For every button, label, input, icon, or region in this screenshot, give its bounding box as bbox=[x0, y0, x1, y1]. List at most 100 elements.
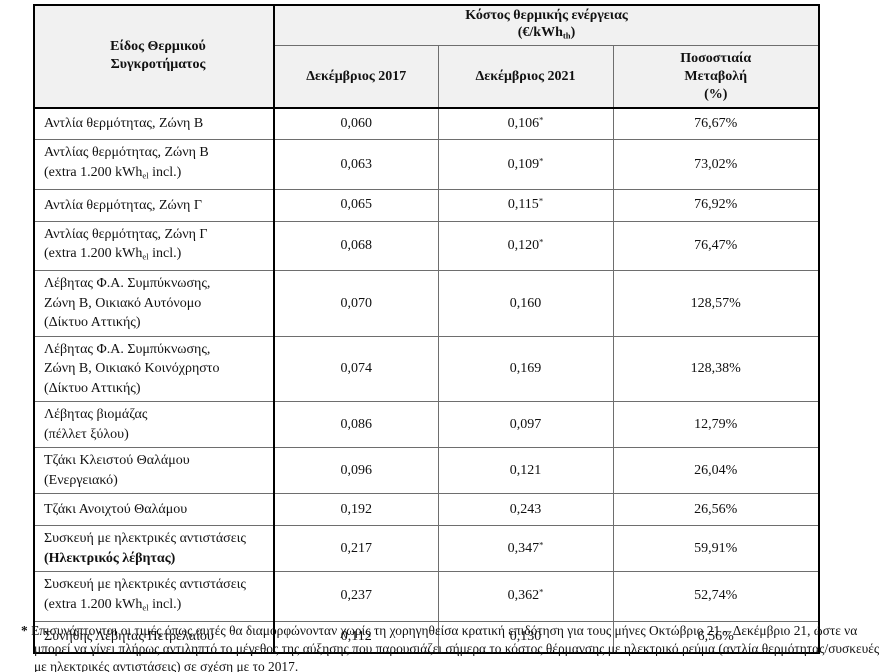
value-text: 0,347 bbox=[507, 540, 540, 556]
value-text: 59,91% bbox=[694, 540, 738, 556]
asterisk-superscript: * bbox=[539, 539, 544, 550]
cell-cost-2021: 0,347* bbox=[437, 525, 614, 573]
cell-type-label: Τζάκι Κλειστού Θαλάμου (Ενεργειακό) bbox=[33, 447, 275, 495]
header-row-group: Είδος Θερμικού Συγκροτήματος Κόστος θερμ… bbox=[33, 4, 820, 109]
label-line: (extra 1.200 kWhel incl.) bbox=[44, 595, 269, 618]
column-header-dec2021: Δεκέμβριος 2021 bbox=[437, 45, 614, 109]
label-text: (extra 1.200 kWh bbox=[44, 596, 143, 612]
cell-cost-2017: 0,086 bbox=[273, 401, 439, 449]
cell-cost-2021: 0,169 bbox=[437, 335, 614, 403]
subscript-text: el bbox=[142, 251, 149, 262]
cell-change-percent: 12,79% bbox=[612, 401, 820, 449]
cell-cost-2021: 0,106* bbox=[437, 107, 614, 141]
label-line: Συσκευή με ηλεκτρικές αντιστάσεις bbox=[44, 575, 269, 595]
value-text: 0,169 bbox=[509, 361, 542, 377]
asterisk-superscript: * bbox=[539, 155, 544, 166]
label-line: (πέλλετ ξύλου) bbox=[44, 425, 269, 445]
label-text: (Δίκτυο Αττικής) bbox=[44, 380, 141, 396]
cell-cost-2017: 0,096 bbox=[273, 447, 439, 495]
asterisk-superscript: * bbox=[538, 196, 544, 207]
cell-change-percent: 6,56% bbox=[612, 620, 820, 654]
cell-type-label: Λέβητας Φ.Α. Συμπύκνωσης, Ζώνη Β, Οικιακό… bbox=[33, 335, 275, 403]
label-line: Τζάκι Ανοιχτού Θαλάμου bbox=[44, 500, 269, 520]
cell-type-label: Λέβητας Φ.Α. Συμπύκνωσης, Ζώνη Β, Οικιακό… bbox=[33, 270, 275, 337]
cell-cost-2021: 0,120* bbox=[437, 220, 614, 272]
cell-cost-2017: 0,237 bbox=[273, 571, 439, 622]
cell-change-percent: 76,92% bbox=[612, 188, 820, 222]
value-text: 73,02% bbox=[694, 156, 738, 172]
cell-cost-2021: 0,097 bbox=[437, 401, 614, 449]
label-line: Ζώνη Β, Οικιακό Αυτόνομο bbox=[44, 294, 269, 314]
value-text: 0,074 bbox=[340, 361, 373, 377]
cell-cost-2017: 0,217 bbox=[273, 525, 439, 573]
value-text: 0,106 bbox=[507, 116, 540, 132]
label-line: (Ενεργειακό) bbox=[44, 471, 269, 491]
value-text: 0,063 bbox=[340, 156, 373, 172]
cell-change-percent: 26,56% bbox=[612, 493, 820, 527]
cell-cost-2017: 0,070 bbox=[273, 270, 439, 337]
label-line: Συσκευή με ηλεκτρικές αντιστάσεις bbox=[44, 529, 269, 549]
table-row: Συνήθης Λέβητας Πετρελαίου 0,112 0,130 6,56… bbox=[33, 620, 820, 654]
cell-type-label: Αντλία θερμότητας, Ζώνη Β bbox=[33, 107, 275, 141]
asterisk-superscript: * bbox=[539, 587, 544, 598]
thermal-energy-cost-table: Είδος Θερμικού Συγκροτήματος Κόστος θερμ… bbox=[33, 4, 820, 655]
label-text: Αντλία θερμότητας, Ζώνη Γ bbox=[44, 197, 202, 213]
label-line: (Ηλεκτρικός λέβητας) bbox=[44, 549, 269, 569]
cell-type-label: Αντλία θερμότητας, Ζώνη Γ bbox=[33, 188, 275, 222]
label-line: (extra 1.200 kWhel incl.) bbox=[44, 163, 269, 186]
label-line: (Δίκτυο Αττικής) bbox=[44, 379, 269, 399]
label-text: Ζώνη Β, Οικιακό Κοινόχρηστο bbox=[44, 361, 220, 377]
cell-cost-2021: 0,121 bbox=[437, 447, 614, 495]
table-row: Αντλίας θερμότητας, Ζώνη Γ (extra 1.200 k… bbox=[33, 220, 820, 272]
cell-change-percent: 59,91% bbox=[612, 525, 820, 573]
footnote: * Επισυνάπτονται οι τιμές όπως αυτές θα … bbox=[21, 622, 880, 672]
label-text: Συνήθης Λέβητας Πετρελαίου bbox=[44, 629, 214, 645]
cell-change-percent: 73,02% bbox=[612, 139, 820, 190]
column-header-dec2017: Δεκέμβριος 2017 bbox=[273, 45, 439, 109]
value-text: 76,47% bbox=[694, 238, 738, 254]
label-text: Λέβητας Φ.Α. Συμπύκνωσης, bbox=[44, 276, 211, 292]
label-line: Αντλία θερμότητας, Ζώνη Γ bbox=[44, 196, 269, 216]
label-text: incl.) bbox=[148, 596, 182, 612]
subscript-text: th bbox=[562, 30, 571, 41]
value-text: 26,04% bbox=[694, 462, 738, 478]
label-text: incl.) bbox=[148, 246, 182, 262]
table-row: Λέβητας Φ.Α. Συμπύκνωσης, Ζώνη Β, Οικιακό… bbox=[33, 335, 820, 403]
footnote-text: Επισυνάπτονται οι τιμές όπως αυτές θα δι… bbox=[31, 623, 880, 672]
label-text: Λέβητας βιομάζας bbox=[44, 407, 148, 423]
value-text: 0,070 bbox=[340, 295, 373, 311]
value-text: 0,060 bbox=[340, 116, 373, 132]
cell-cost-2021: 0,243 bbox=[437, 493, 614, 527]
header-row-columns: Δεκέμβριος 2017 Δεκέμβριος 2021 Ποσοστια… bbox=[34, 45, 820, 109]
label-text: Αντλία θερμότητας, Ζώνη Β bbox=[44, 116, 204, 132]
cell-cost-2017: 0,063 bbox=[273, 139, 439, 190]
value-text: 0,109 bbox=[507, 156, 540, 172]
label-text: Τζάκι Ανοιχτού Θαλάμου bbox=[44, 502, 188, 518]
label-line: (extra 1.200 kWhel incl.) bbox=[44, 244, 269, 267]
label-text: Ζώνη Β, Οικιακό Αυτόνομο bbox=[44, 295, 202, 311]
cell-type-label: Λέβητας βιομάζας (πέλλετ ξύλου) bbox=[33, 401, 275, 449]
cell-change-percent: 128,57% bbox=[612, 270, 820, 337]
label-line: Αντλίας θερμότητας, Ζώνη Γ bbox=[44, 225, 269, 245]
value-text: 26,56% bbox=[694, 501, 738, 517]
cell-change-percent: 128,38% bbox=[612, 335, 820, 403]
cell-cost-2021: 0,115* bbox=[437, 188, 614, 222]
label-line: Ζώνη Β, Οικιακό Κοινόχρηστο bbox=[44, 359, 269, 379]
table-body: Αντλία θερμότητας, Ζώνη Β 0,060 0,106* 76,6… bbox=[33, 107, 820, 654]
value-text: 0,096 bbox=[340, 462, 373, 478]
value-text: 12,79% bbox=[694, 416, 738, 432]
table-row: Συσκευή με ηλεκτρικές αντιστάσεις (Ηλεκτρ… bbox=[33, 525, 820, 573]
value-text: 52,74% bbox=[694, 588, 738, 604]
label-text: (Ενεργειακό) bbox=[44, 472, 118, 488]
label-line: Λέβητας βιομάζας bbox=[44, 405, 269, 425]
cost-group-title: Κόστος θερμικής ενέργειας bbox=[465, 8, 628, 23]
column-header-change: Ποσοστιαία Μεταβολή (%) bbox=[612, 45, 820, 109]
cell-change-percent: 76,47% bbox=[612, 220, 820, 272]
value-text: 0,120 bbox=[507, 238, 540, 254]
cell-type-label: Συνήθης Λέβητας Πετρελαίου bbox=[33, 620, 275, 654]
label-text: (Ηλεκτρικός λέβητας) bbox=[44, 550, 176, 566]
cell-cost-2021: 0,109* bbox=[437, 139, 614, 190]
value-text: 6,56% bbox=[697, 628, 734, 644]
label-line: Συνήθης Λέβητας Πετρελαίου bbox=[44, 627, 269, 647]
value-text: 0,130 bbox=[509, 628, 542, 644]
